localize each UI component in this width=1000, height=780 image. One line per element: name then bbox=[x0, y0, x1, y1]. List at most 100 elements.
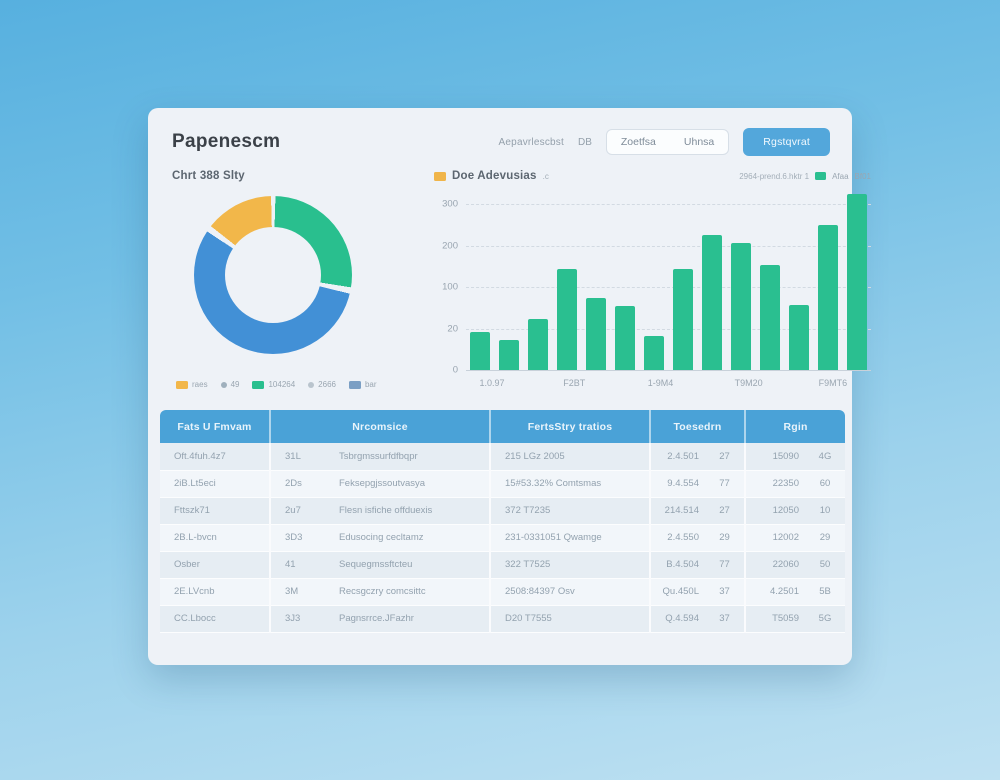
bar-3 bbox=[528, 319, 548, 370]
table-cell: 22350 bbox=[744, 470, 805, 498]
x-axis-tick-label: T9M20 bbox=[734, 378, 763, 388]
bar-chart-title: Doe Adevusias bbox=[452, 170, 537, 182]
bar-9 bbox=[702, 235, 722, 370]
legend-swatch-icon bbox=[252, 380, 265, 389]
table-cell: 29 bbox=[805, 524, 846, 552]
bar-legend-swatch-icon bbox=[815, 172, 827, 180]
donut-chart bbox=[194, 196, 352, 354]
bar-1 bbox=[470, 332, 490, 370]
donut-chart-wrap bbox=[194, 196, 352, 354]
table-cell: 22060 bbox=[744, 551, 805, 579]
legend-label: raes bbox=[192, 380, 208, 389]
table-cell: 15090 bbox=[744, 443, 805, 471]
table-cell: 2u7 bbox=[269, 497, 325, 525]
donut-title: Chrt 388 Slty bbox=[172, 170, 245, 182]
table-cell: 214.514 bbox=[649, 497, 705, 525]
donut-section: Chrt 388 Slty raes 49 104264 2666 bar bbox=[172, 170, 430, 394]
table-cell: 372 T7235 bbox=[489, 497, 650, 525]
table-row: 2iB.Lt5eci 2Ds Feksepgjssoutvasya 15#53.32%… bbox=[160, 470, 846, 498]
dashboard-card: Papenescm Aepavrlescbst DB Zoetfsa Uhnsa… bbox=[148, 108, 871, 665]
gridline bbox=[466, 370, 871, 371]
bar-chart-title-row: Doe Adevusias .c 2964-prend.6.hktr 1 Afa… bbox=[434, 170, 871, 182]
table-cell: Recsgczry comcsittc bbox=[325, 578, 490, 606]
donut-legend-item-5[interactable]: bar bbox=[348, 380, 377, 389]
x-axis-tick-label: 1.0.97 bbox=[479, 378, 505, 388]
header-controls: Aepavrlescbst DB Zoetfsa Uhnsa Rgstqvrat bbox=[499, 128, 830, 156]
table-cell: 322 T7525 bbox=[489, 551, 650, 579]
table-cell: 2.4.501 bbox=[649, 443, 705, 471]
bar-legend-item-2[interactable]: Bf01 bbox=[854, 171, 871, 181]
table-cell: 231-0331051 Qwamge bbox=[489, 524, 650, 552]
table-row: Osber 41 Sequegmssftcteu 322 T7525 B.4.504 77… bbox=[160, 551, 846, 579]
bar-13 bbox=[818, 225, 838, 370]
table-cell: 27 bbox=[705, 443, 745, 471]
table-cell: Osber bbox=[160, 551, 270, 579]
bar-chart-note: 2964-prend.6.hktr 1 bbox=[739, 171, 810, 181]
bar-5 bbox=[586, 298, 606, 370]
x-axis-tick-label: 1-9M4 bbox=[647, 378, 674, 388]
bar-chart-section: Doe Adevusias .c 2964-prend.6.hktr 1 Afa… bbox=[430, 170, 871, 394]
table-cell: 12002 bbox=[744, 524, 805, 552]
table-cell: 27 bbox=[705, 497, 745, 525]
x-axis-tick-label: F2BT bbox=[563, 378, 586, 388]
charts-row: Chrt 388 Slty raes 49 104264 2666 bar Doe Ad… bbox=[148, 162, 871, 394]
table-cell: Tsbrgmssurfdfbqpr bbox=[325, 443, 490, 471]
bar-7 bbox=[644, 336, 664, 370]
table-header-cell-4: Toesedrn bbox=[649, 410, 745, 443]
data-table-wrap: Fats U Fmvam Nrcomsice FertsStry tratios To… bbox=[160, 410, 846, 633]
y-axis-tick-label: 200 bbox=[442, 240, 458, 251]
table-cell: T5059 bbox=[744, 605, 805, 633]
data-table: Fats U Fmvam Nrcomsice FertsStry tratios To… bbox=[160, 410, 846, 633]
table-cell: 41 bbox=[269, 551, 325, 579]
bar-chart-legend: 2964-prend.6.hktr 1 Afaa Bf01 bbox=[739, 172, 871, 181]
view-toggle-option-1[interactable]: Zoetfsa bbox=[620, 136, 656, 148]
table-row: Oft.4fuh.4z7 31L Tsbrgmssurfdfbqpr 215 LGz … bbox=[160, 443, 846, 471]
table-cell: 2.4.550 bbox=[649, 524, 705, 552]
table-cell: 50 bbox=[805, 551, 846, 579]
gridline bbox=[466, 245, 871, 247]
table-cell: B.4.504 bbox=[649, 551, 705, 579]
table-cell: 29 bbox=[705, 524, 745, 552]
table-cell: 31L bbox=[269, 443, 325, 471]
gridline bbox=[466, 204, 871, 205]
table-header-cell-5: Rgin bbox=[743, 410, 846, 443]
donut-legend-item-1[interactable]: raes bbox=[176, 380, 208, 389]
bar-title-swatch-icon bbox=[434, 171, 446, 181]
y-axis-tick-label: 20 bbox=[447, 323, 458, 334]
table-cell: Flesn isfiche offduexis bbox=[325, 497, 490, 525]
table-cell: 77 bbox=[705, 470, 745, 498]
legend-swatch-icon bbox=[220, 381, 227, 388]
table-cell: Fttszk71 bbox=[160, 497, 270, 525]
legend-label: bar bbox=[364, 380, 377, 389]
table-cell: 3M bbox=[269, 578, 325, 606]
primary-action-button[interactable]: Rgstqvrat bbox=[743, 128, 830, 156]
view-toggle-option-2[interactable]: Uhnsa bbox=[683, 136, 715, 148]
gridline bbox=[466, 287, 871, 288]
bar-14 bbox=[847, 194, 867, 370]
bar-chart-x-axis: 1.0.97 F2BT 1-9M4 T9M20 F9MT6 bbox=[470, 378, 871, 394]
table-cell: CC.Lbocc bbox=[160, 605, 270, 633]
table-cell: 2508:84397 Osv bbox=[489, 578, 650, 606]
table-cell: 10 bbox=[805, 497, 846, 525]
bar-chart-plot bbox=[466, 194, 871, 371]
table-cell: 15#53.32% Comtsmas bbox=[489, 470, 650, 498]
table-cell: 3D3 bbox=[269, 524, 325, 552]
table-cell: 12050 bbox=[744, 497, 805, 525]
donut-legend-item-4[interactable]: 2666 bbox=[308, 380, 336, 389]
table-cell: 2Ds bbox=[269, 470, 325, 498]
bar-legend-item-1[interactable]: Afaa bbox=[832, 171, 849, 181]
header-meta-text: Aepavrlescbst bbox=[498, 136, 564, 148]
table-cell: Edusocing cecltamz bbox=[325, 524, 490, 552]
legend-swatch-icon bbox=[308, 381, 315, 388]
donut-legend: raes 49 104264 2666 bar bbox=[176, 380, 430, 389]
legend-label: 104264 bbox=[268, 380, 296, 389]
donut-legend-item-3[interactable]: 104264 bbox=[252, 380, 295, 389]
table-row: Fttszk71 2u7 Flesn isfiche offduexis 372 T7… bbox=[160, 497, 846, 525]
bar-12 bbox=[789, 305, 809, 370]
page-title: Papenescm bbox=[172, 131, 281, 152]
table-cell: 4G bbox=[805, 443, 846, 471]
table-cell: Oft.4fuh.4z7 bbox=[160, 443, 270, 471]
table-cell: Q.4.594 bbox=[649, 605, 705, 633]
table-cell: 37 bbox=[705, 605, 745, 633]
donut-legend-item-2[interactable]: 49 bbox=[220, 380, 239, 389]
